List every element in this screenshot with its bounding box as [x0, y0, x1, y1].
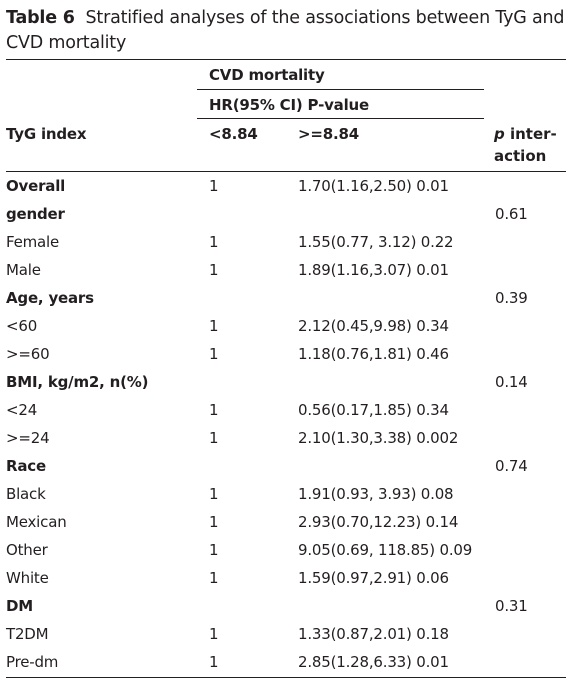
row-low-value: 1	[209, 653, 219, 671]
row-label: DM	[6, 597, 33, 615]
row-low-value: 1	[209, 513, 219, 531]
row-high-value: 1.91(0.93, 3.93) 0.08	[298, 485, 454, 503]
row-high-value: 9.05(0.69, 118.85) 0.09	[298, 541, 473, 559]
row-high-value: 0.56(0.17,1.85) 0.34	[298, 401, 449, 419]
row-high-value: 1.18(0.76,1.81) 0.46	[298, 345, 449, 363]
p-italic: p	[494, 125, 505, 143]
row-high-value: 2.93(0.70,12.23) 0.14	[298, 513, 459, 531]
row-low-value: 1	[209, 261, 219, 279]
row-p-interaction: 0.31	[495, 597, 528, 615]
header-measure: HR(95% CI) P-value	[209, 96, 370, 114]
row-label: >=60	[6, 345, 50, 363]
p-interaction-text: inter-action	[494, 125, 557, 165]
row-high-value: 1.55(0.77, 3.12) 0.22	[298, 233, 454, 251]
header-col-low: <8.84	[209, 125, 258, 143]
row-label: Mexican	[6, 513, 67, 531]
row-label: White	[6, 569, 49, 587]
row-low-value: 1	[209, 345, 219, 363]
row-high-value: 1.70(1.16,2.50) 0.01	[298, 177, 449, 195]
table-title: Stratified analyses of the associations …	[6, 8, 565, 53]
row-p-interaction: 0.14	[495, 373, 528, 391]
bottom-rule	[6, 677, 566, 678]
row-low-value: 1	[209, 569, 219, 587]
row-high-value: 2.10(1.30,3.38) 0.002	[298, 429, 459, 447]
row-low-value: 1	[209, 625, 219, 643]
row-label: Black	[6, 485, 46, 503]
row-label: Age, years	[6, 289, 94, 307]
row-low-value: 1	[209, 177, 219, 195]
row-label: Race	[6, 457, 46, 475]
row-label: Overall	[6, 177, 66, 195]
row-label: Other	[6, 541, 48, 559]
header-outcome: CVD mortality	[209, 66, 325, 84]
row-label: Male	[6, 261, 41, 279]
row-high-value: 1.59(0.97,2.91) 0.06	[298, 569, 449, 587]
row-high-value: 1.89(1.16,3.07) 0.01	[298, 261, 449, 279]
row-label: gender	[6, 205, 65, 223]
row-low-value: 1	[209, 429, 219, 447]
row-low-value: 1	[209, 233, 219, 251]
header-col-high: >=8.84	[298, 125, 359, 143]
row-p-interaction: 0.61	[495, 205, 528, 223]
outcome-rule	[197, 89, 484, 90]
row-p-interaction: 0.39	[495, 289, 528, 307]
measure-rule	[197, 118, 484, 119]
top-rule	[6, 59, 566, 60]
row-label: <60	[6, 317, 38, 335]
table-number: Table 6	[6, 8, 75, 28]
row-low-value: 1	[209, 317, 219, 335]
row-high-value: 2.12(0.45,9.98) 0.34	[298, 317, 449, 335]
row-high-value: 2.85(1.28,6.33) 0.01	[298, 653, 449, 671]
row-label: <24	[6, 401, 38, 419]
row-label: T2DM	[6, 625, 49, 643]
header-row-label: TyG index	[6, 125, 87, 143]
row-low-value: 1	[209, 485, 219, 503]
table-caption: Table 6 Stratified analyses of the assoc…	[6, 6, 566, 56]
row-label: BMI, kg/m2, n(%)	[6, 373, 149, 391]
row-low-value: 1	[209, 541, 219, 559]
row-high-value: 1.33(0.87,2.01) 0.18	[298, 625, 449, 643]
row-label: Pre-dm	[6, 653, 59, 671]
row-label: Female	[6, 233, 60, 251]
row-low-value: 1	[209, 401, 219, 419]
row-p-interaction: 0.74	[495, 457, 528, 475]
header-rule	[6, 171, 566, 172]
header-p-interaction: p inter-action	[494, 123, 564, 167]
row-label: >=24	[6, 429, 50, 447]
